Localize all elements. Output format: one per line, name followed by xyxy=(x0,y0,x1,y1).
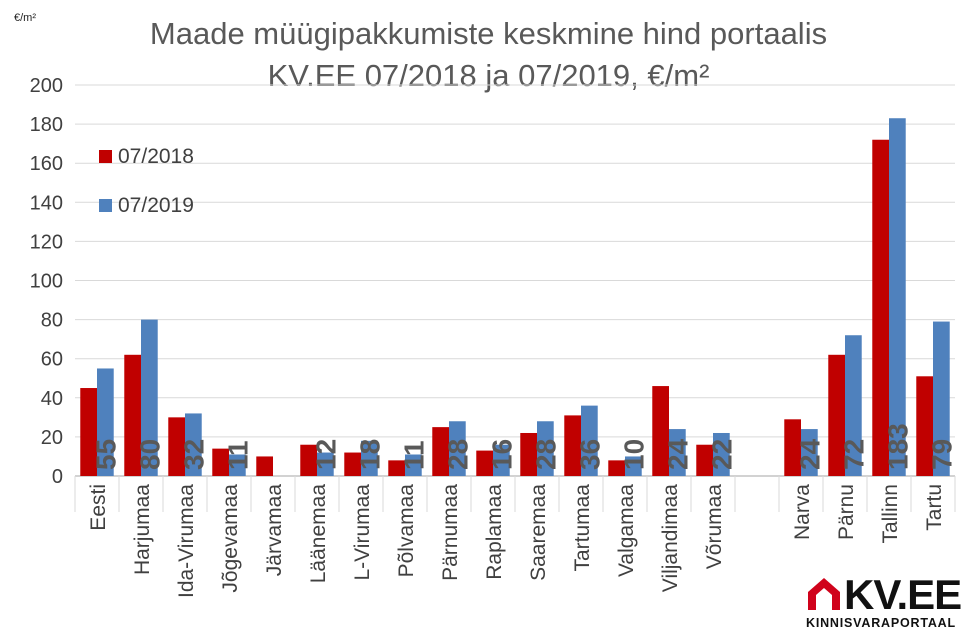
x-tick-label: Eesti xyxy=(87,484,110,531)
unit-label: €/m² xyxy=(14,12,36,24)
data-label-2019: 24 xyxy=(662,438,693,470)
bar-2019 xyxy=(361,440,378,476)
bar-2019 xyxy=(889,118,906,477)
y-tick-label: 140 xyxy=(30,192,63,214)
bar-2019 xyxy=(185,413,202,476)
x-tick-label: Saaremaa xyxy=(527,484,550,581)
kv-ee-logo: KV.EE KINNISVARAPORTAAL xyxy=(806,572,972,634)
data-label-2019: 12 xyxy=(310,439,341,470)
x-tick-label: Raplamaa xyxy=(483,484,506,580)
bar-2019 xyxy=(229,454,246,476)
x-tick-label: L-Virumaa xyxy=(351,484,374,581)
bar-2018 xyxy=(212,448,229,476)
y-tick-label: 200 xyxy=(30,75,63,97)
bar-2018 xyxy=(652,386,669,476)
x-tick-label: Valgamaa xyxy=(615,484,638,577)
bar-2018 xyxy=(564,415,581,476)
bar-2018 xyxy=(784,419,801,476)
bar-2018 xyxy=(828,354,845,476)
x-tick-label: Jõgevamaa xyxy=(219,484,242,593)
x-tick-label: Narva xyxy=(791,484,814,540)
y-tick-label: 160 xyxy=(30,153,63,175)
bar-2018 xyxy=(388,460,405,476)
data-label-2019: 32 xyxy=(178,439,209,470)
bar-2019 xyxy=(581,405,598,476)
bar-2019 xyxy=(449,421,466,476)
legend-item-2018: 07/2018 xyxy=(99,145,194,169)
bar-2019 xyxy=(845,335,862,476)
house-icon xyxy=(808,578,840,610)
legend-label-2019: 07/2019 xyxy=(118,194,194,217)
data-label-2019: 79 xyxy=(926,439,957,470)
bar-2018 xyxy=(256,456,273,476)
x-tick-label: Pärnu xyxy=(835,484,858,540)
data-label-2019: 11 xyxy=(222,440,253,470)
bar-2018 xyxy=(696,444,713,476)
data-label-2019: 183 xyxy=(882,423,913,470)
bar-2018 xyxy=(476,450,493,476)
bar-2018 xyxy=(432,427,449,476)
x-tick-label: Läänemaa xyxy=(307,484,330,584)
bar-2019 xyxy=(713,432,730,476)
data-label-2019: 24 xyxy=(794,438,825,470)
x-tick-label: Võrumaa xyxy=(703,484,726,570)
bar-2018 xyxy=(608,460,625,476)
y-tick-label: 120 xyxy=(30,231,63,253)
bar-2018 xyxy=(872,139,889,477)
logo-subtitle: KINNISVARAPORTAAL xyxy=(806,616,956,630)
x-tick-label: Pärnumaa xyxy=(439,484,462,581)
chart-title-line-2: KV.EE 07/2018 ja 07/2019, €/m² xyxy=(267,58,710,93)
x-tick-label: Järvamaa xyxy=(263,484,286,577)
bar-2018 xyxy=(168,417,185,476)
data-label-2019: 18 xyxy=(354,439,385,470)
y-tick-label: 0 xyxy=(52,466,63,488)
bar-2019 xyxy=(669,429,686,476)
data-label-2019: 11 xyxy=(398,440,429,470)
bar-2019 xyxy=(801,429,818,476)
y-tick-label: 180 xyxy=(30,114,63,136)
bar-2018 xyxy=(916,376,933,476)
legend-item-2019: 07/2019 xyxy=(99,194,194,218)
y-tick-label: 20 xyxy=(41,427,63,449)
x-tick-label: Tartumaa xyxy=(571,484,594,572)
bar-2019 xyxy=(625,456,642,476)
data-label-2019: 16 xyxy=(486,439,517,470)
bar-2019 xyxy=(141,319,158,476)
data-label-2019: 28 xyxy=(530,439,561,470)
chart-title-line-1: Maade müügipakkumiste keskmine hind port… xyxy=(149,16,828,51)
data-label-2019: 28 xyxy=(442,439,473,470)
bar-2018 xyxy=(300,444,317,476)
y-tick-label: 80 xyxy=(41,310,63,332)
data-label-2019: 10 xyxy=(618,439,649,470)
bar-2018 xyxy=(80,388,97,476)
bar-2019 xyxy=(405,454,422,476)
x-tick-label: Harjumaa xyxy=(131,484,154,575)
bar-2019 xyxy=(317,452,334,476)
bar-2019 xyxy=(97,368,114,476)
x-tick-label: Põlvamaa xyxy=(395,484,418,578)
y-tick-label: 40 xyxy=(41,388,63,410)
data-label-2019: 72 xyxy=(838,439,869,470)
y-tick-label: 60 xyxy=(41,349,63,371)
x-tick-label: Ida-Virumaa xyxy=(175,484,198,598)
data-label-2019: 55 xyxy=(90,439,121,470)
y-tick-label: 100 xyxy=(30,271,63,293)
x-tick-label: Tallinn xyxy=(879,484,902,544)
bar-2018 xyxy=(520,432,537,476)
data-label-2019: 36 xyxy=(574,439,605,470)
logo-text: KV.EE xyxy=(844,571,962,618)
bar-2019 xyxy=(933,321,950,476)
bar-2018 xyxy=(124,354,141,476)
bar-2019 xyxy=(493,444,510,476)
legend-label-2018: 07/2018 xyxy=(118,145,194,168)
x-tick-label: Tartu xyxy=(923,484,946,531)
legend-swatch-2019 xyxy=(99,199,112,212)
legend-swatch-2018 xyxy=(99,150,112,163)
data-label-2019: 80 xyxy=(134,439,165,470)
data-label-2019: 22 xyxy=(706,439,737,470)
bar-2018 xyxy=(344,452,361,476)
bar-2019 xyxy=(537,421,554,476)
x-tick-label: Viljandimaa xyxy=(659,484,682,592)
